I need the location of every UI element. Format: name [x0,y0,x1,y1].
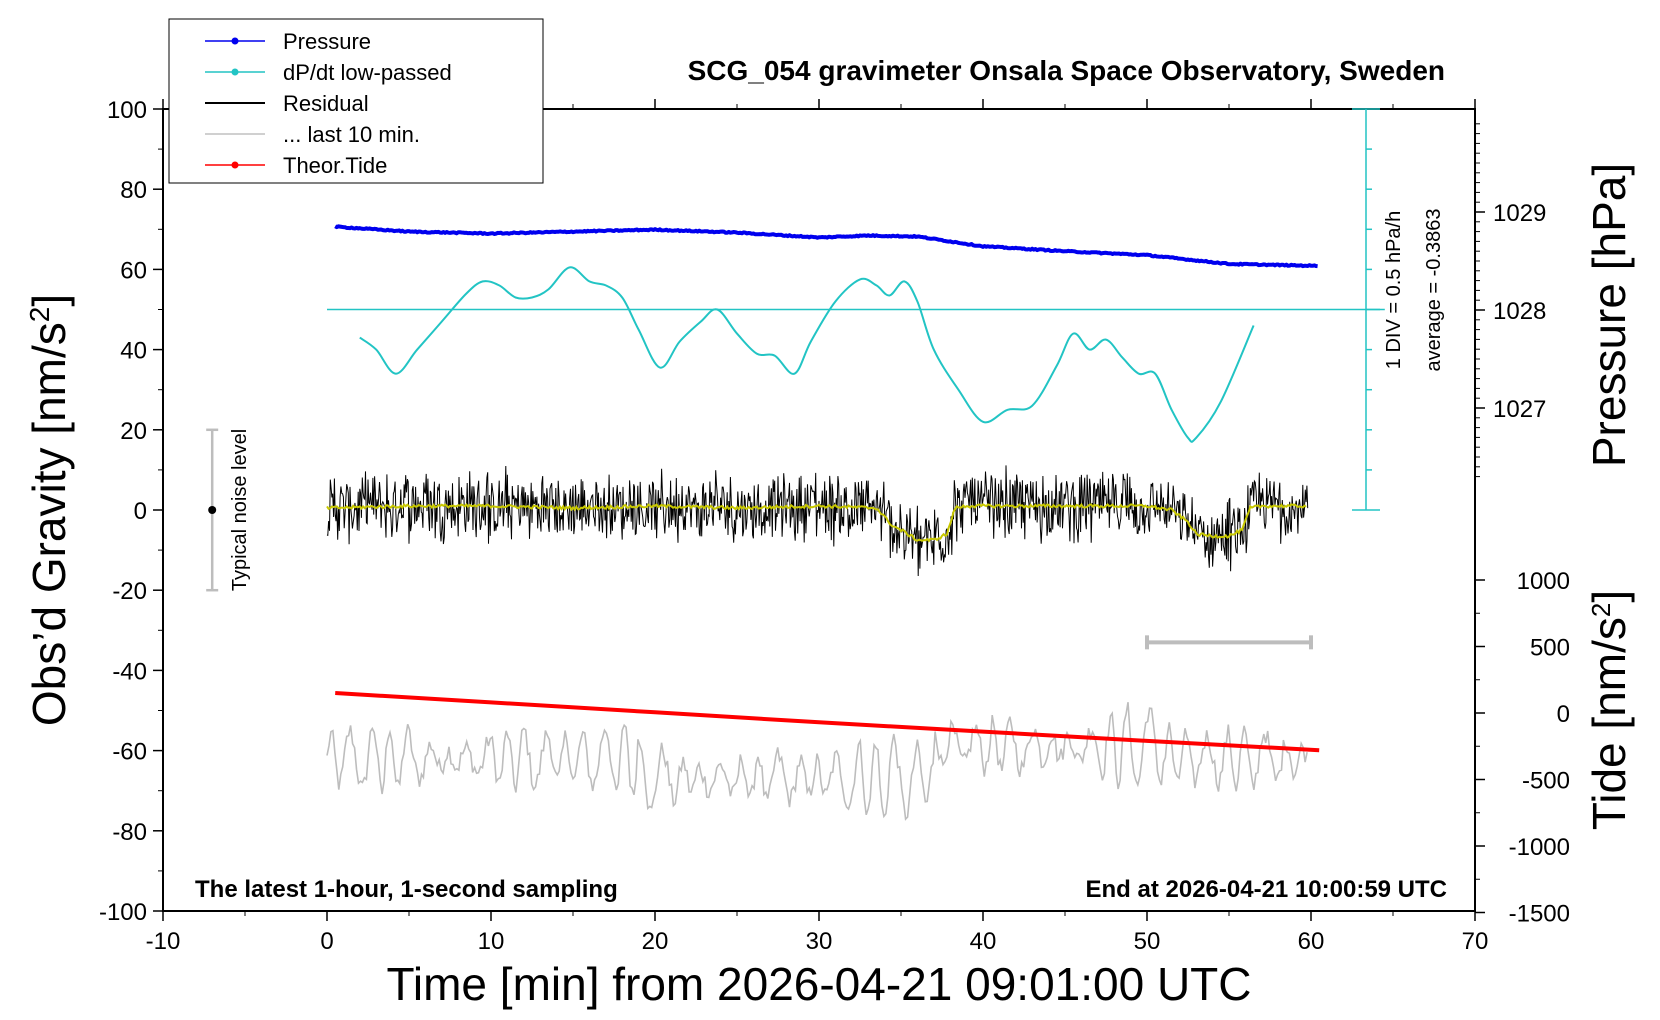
y-axis-label-left-end: ] [23,294,75,307]
average-label: average = -0.3863 [1423,209,1445,372]
y-tick-label: 0 [134,498,147,525]
y-tick-label: -80 [112,819,147,846]
y-tick-label: 100 [107,97,147,124]
pressure-tick-label: 1029 [1493,200,1546,227]
series-residual-smoothed [326,502,1307,543]
legend-label: Theor.Tide [283,153,387,178]
legend-marker [231,161,239,169]
series-residual [326,465,1309,577]
div-label: 1 DIV = 0.5 hPa/h [1383,211,1405,369]
y-tick-label: -20 [112,578,147,605]
pressure-scale [1352,108,1380,511]
y-tick-label: 20 [120,418,147,445]
tide-tick-label: -1000 [1509,834,1570,861]
y-tick-label: 80 [120,177,147,204]
y-tick-label: 40 [120,338,147,365]
x-tick-label: 0 [320,928,333,955]
y-axis-label-tide-main: Tide [nm/s [1583,617,1635,830]
y-axis-label-left: Obs’d Gravity [nm/s2] [23,294,75,726]
pressure-tick-label: 1027 [1493,396,1546,423]
legend-label: ... last 10 min. [283,122,420,147]
series-pressure [334,224,1318,269]
tide-tick-label: 1000 [1517,568,1570,595]
noise-label: Typical noise level [229,429,251,591]
series-theor-tide [335,691,1320,753]
tide-tick-label: -1500 [1509,901,1570,928]
noise-bar-center [208,506,217,514]
chart-title: SCG_054 gravimeter Onsala Space Observat… [688,55,1445,86]
series-last-10-min [326,702,1308,821]
y-axis-label-tide-sup: 2 [1586,603,1616,617]
legend-label: dP/dt low-passed [283,60,452,85]
pressure-tick-label: 1028 [1493,298,1546,325]
x-tick-label: -10 [146,928,181,955]
series-dpdt [359,266,1255,443]
legend-marker [231,37,239,45]
y-tick-label: -100 [99,899,147,926]
axis-ticks: -10 0 10 20 30 40 50 60 70-100-80-60-40-20020406… [99,97,1570,955]
y-axis-label-left-main: Obs’d Gravity [nm/s [23,322,75,726]
x-tick-label: 60 [1298,928,1325,955]
legend-marker [231,68,239,76]
x-tick-label: 20 [642,928,669,955]
x-tick-label: 50 [1134,928,1161,955]
bottom-right-note: End at 2026-04-21 10:00:59 UTC [1086,876,1448,903]
y-tick-label: -40 [112,658,147,685]
y-axis-label-left-sup: 2 [24,307,55,323]
legend-label: Pressure [283,29,371,54]
legend-label: Residual [283,91,369,116]
x-tick-label: 70 [1462,928,1489,955]
y-axis-label-tide-end: ] [1583,590,1635,603]
series-layer [206,224,1385,821]
y-tick-label: 60 [120,257,147,284]
legend-box [168,18,544,184]
y-axis-label-pressure: Pressure [hPa] [1583,163,1635,467]
tide-tick-label: -500 [1522,768,1570,795]
x-tick-label: 10 [478,928,505,955]
y-tick-label: -60 [112,739,147,766]
legend: Pressure dP/dt low-passed Residual ... last… [168,18,544,184]
bottom-left-note: The latest 1-hour, 1-second sampling [195,876,618,903]
x-tick-label: 30 [806,928,833,955]
x-axis-label: Time [min] from 2026-04-21 09:01:00 UTC [387,958,1252,1010]
tide-tick-label: 0 [1557,701,1570,728]
y-axis-label-tide: Tide [nm/s2] [1583,590,1635,830]
tide-tick-label: 500 [1530,635,1570,662]
x-tick-label: 40 [970,928,997,955]
